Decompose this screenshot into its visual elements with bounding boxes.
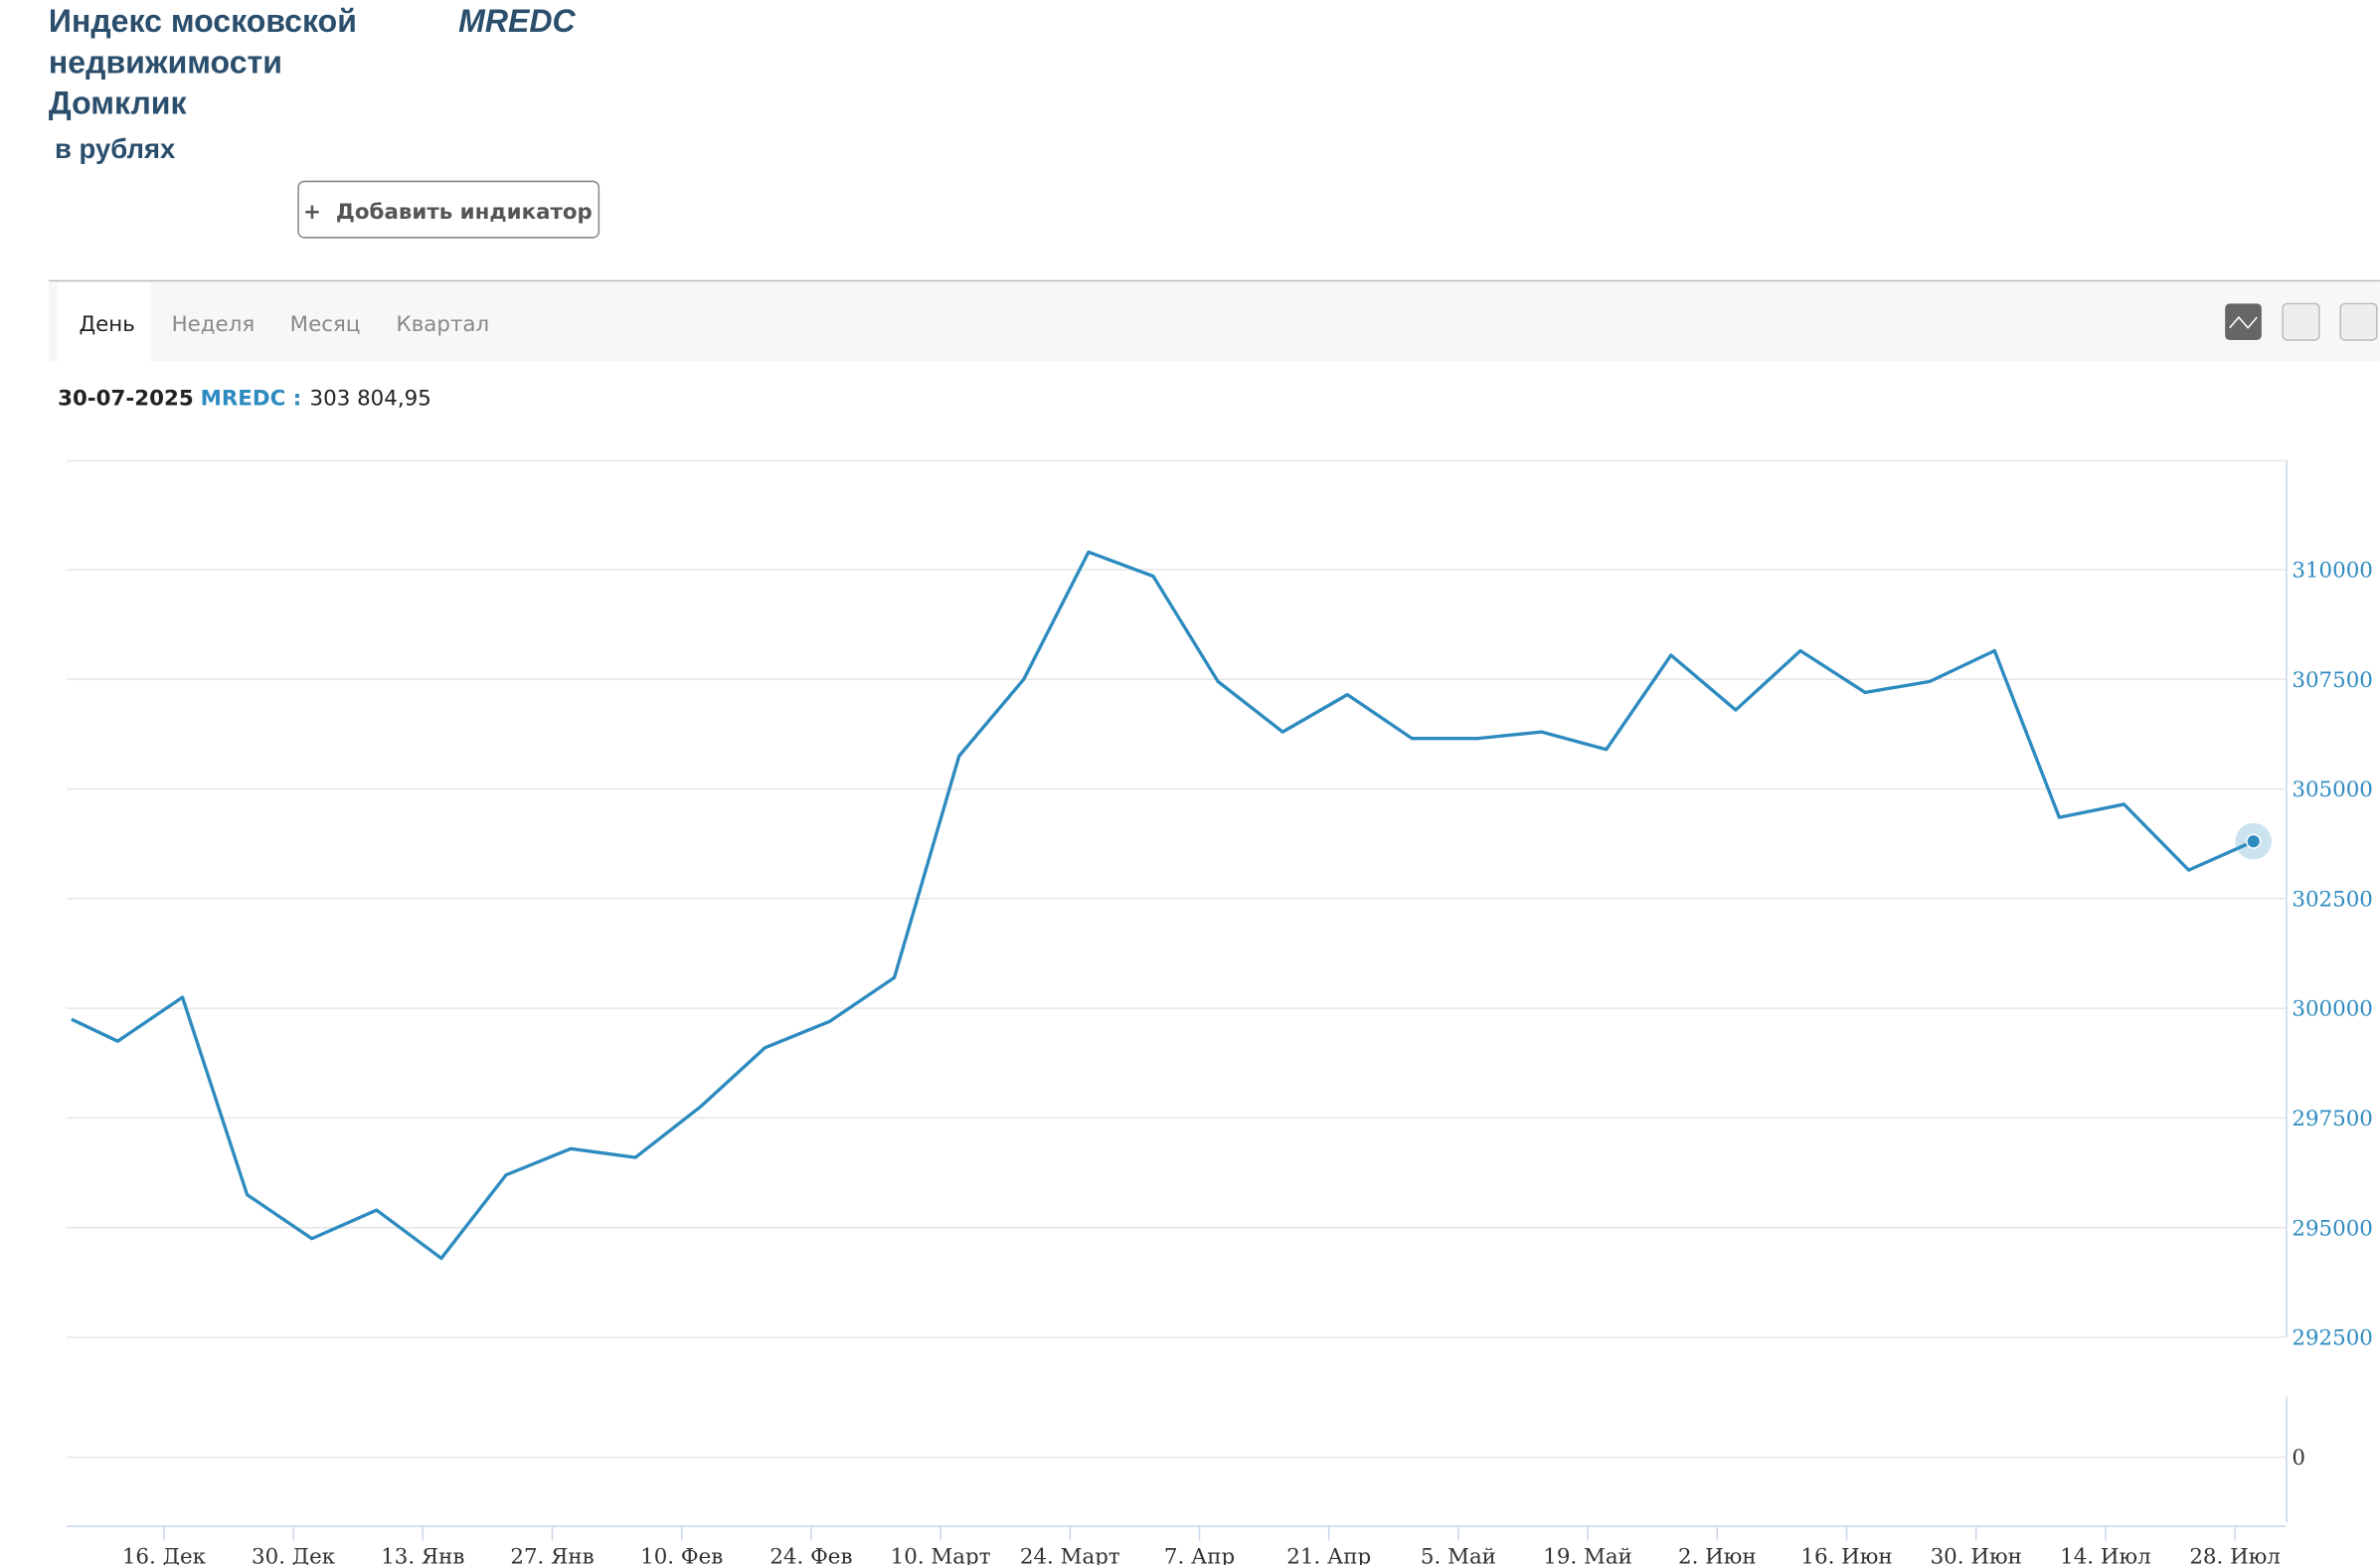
- icon-glyph: [2229, 315, 2258, 329]
- y-tick-label: 310000: [2292, 559, 2373, 584]
- x-tick-label: 24. Март: [1020, 1544, 1120, 1565]
- x-tick-label: 2. Июн: [1678, 1544, 1757, 1565]
- y-tick-label: 297500: [2292, 1107, 2373, 1131]
- tab[interactable]: Месяц: [290, 312, 361, 337]
- tab[interactable]: Квартал: [397, 312, 490, 337]
- tab[interactable]: Неделя: [172, 312, 255, 337]
- x-tick-label: 30. Дек: [252, 1544, 336, 1565]
- candle-icon[interactable]: [2282, 302, 2320, 341]
- y-tick-label: 295000: [2292, 1216, 2373, 1241]
- legend: 30-07-2025 MREDC : 303 804,95: [58, 387, 431, 412]
- x-tick-label: 30. Июн: [1931, 1544, 2022, 1565]
- x-tick-label: 16. Июн: [1800, 1544, 1892, 1565]
- title-line: Индекс московской: [49, 3, 357, 39]
- button-frame: [297, 180, 600, 239]
- chart-type-icons: [2225, 302, 2378, 341]
- y-tick-label: 302500: [2292, 887, 2373, 912]
- x-tick-label: 28. Июл: [2189, 1544, 2281, 1565]
- x-tick-label: 19. Май: [1543, 1544, 1632, 1565]
- y-tick-label: 305000: [2292, 778, 2373, 802]
- x-tick-label: 27. Янв: [510, 1544, 594, 1565]
- y-tick-label: 292500: [2292, 1326, 2373, 1351]
- legend-date: 30-07-2025: [58, 387, 194, 412]
- y-tick-label: 300000: [2292, 997, 2373, 1022]
- x-tick-label: 7. Апр: [1164, 1544, 1235, 1565]
- y-tick-label: 307500: [2292, 668, 2373, 693]
- x-tick-label: 24. Фев: [769, 1544, 852, 1565]
- series-line: [71, 550, 2255, 1261]
- add-indicator-button[interactable]: + Добавить индикатор: [297, 180, 600, 239]
- y-tick-label: 0: [2292, 1446, 2305, 1471]
- subtitle: в рублях: [55, 133, 176, 164]
- x-tick-label: 14. Июл: [2060, 1544, 2151, 1565]
- tab[interactable]: День: [79, 312, 134, 337]
- x-tick-label: 10. Фев: [640, 1544, 723, 1565]
- x-tick-label: 5. Май: [1421, 1544, 1496, 1565]
- legend-label: MREDC :: [201, 387, 302, 412]
- active-tab: [58, 281, 151, 362]
- ticker: MREDC: [458, 3, 576, 39]
- legend-value: 303 804,95: [310, 387, 431, 412]
- x-tick-label: 13. Янв: [381, 1544, 464, 1565]
- ohlc-icon[interactable]: [2339, 302, 2378, 341]
- x-tick-label: 10. Март: [891, 1544, 991, 1565]
- title-line: недвижимости: [49, 44, 282, 80]
- toolbar: [48, 281, 2380, 362]
- title-line: Домклик: [49, 86, 188, 121]
- button-label[interactable]: + Добавить индикатор: [303, 200, 593, 225]
- x-tick-label: 21. Апр: [1286, 1544, 1371, 1565]
- x-tick-label: 16. Дек: [122, 1544, 207, 1565]
- last-point: [2246, 833, 2262, 849]
